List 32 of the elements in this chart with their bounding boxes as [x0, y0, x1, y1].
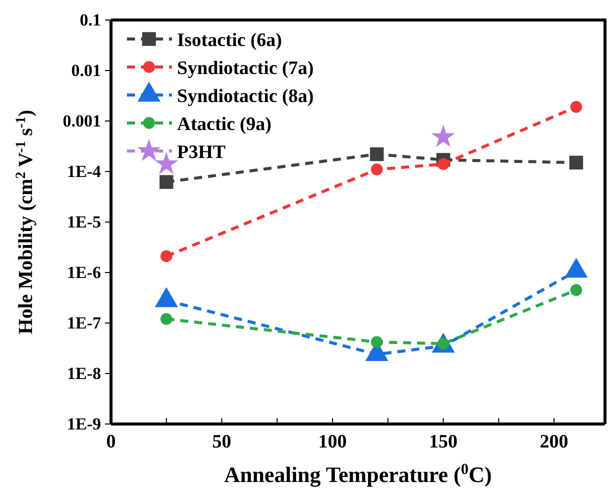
point: [160, 250, 172, 262]
point: [160, 313, 172, 325]
x-tick-label: 200: [540, 431, 568, 452]
point: [154, 152, 178, 174]
y-tick-label: 0.01: [71, 60, 101, 80]
point: [432, 124, 455, 148]
legend-label: Isotactic (6a): [177, 30, 282, 51]
x-tick-label: 50: [212, 431, 232, 452]
y-tick-label: 1E-8: [67, 364, 101, 383]
point: [370, 147, 384, 162]
point: [570, 101, 582, 113]
point: [370, 336, 383, 348]
point: [569, 156, 584, 170]
point: [370, 164, 383, 176]
legend-label: Atactic (9a): [177, 114, 272, 135]
point: [159, 175, 174, 189]
point: [437, 158, 450, 170]
x-axis-title: Annealing Temperature ($^{0}$C): [224, 460, 492, 487]
legend-label: P3HT: [177, 142, 226, 163]
x-tick-label: 0: [106, 431, 116, 452]
y-tick-label: 1E-6: [67, 262, 101, 282]
legend-label: Syndiotactic (8a): [177, 86, 314, 107]
x-tick-label: 100: [318, 431, 347, 452]
y-tick-label: 1E-4: [67, 162, 102, 181]
x-tick-label: 150: [429, 431, 458, 452]
point: [570, 284, 582, 296]
y-tick-label: 0.1: [80, 10, 101, 30]
y-tick-label: 0.001: [62, 111, 101, 130]
y-tick-label: 1E-7: [67, 313, 102, 332]
y-tick-label: 1E-5: [67, 212, 101, 232]
y-tick-label: 1E-9: [67, 414, 101, 434]
legend-label: Syndiotactic (7a): [177, 58, 314, 79]
